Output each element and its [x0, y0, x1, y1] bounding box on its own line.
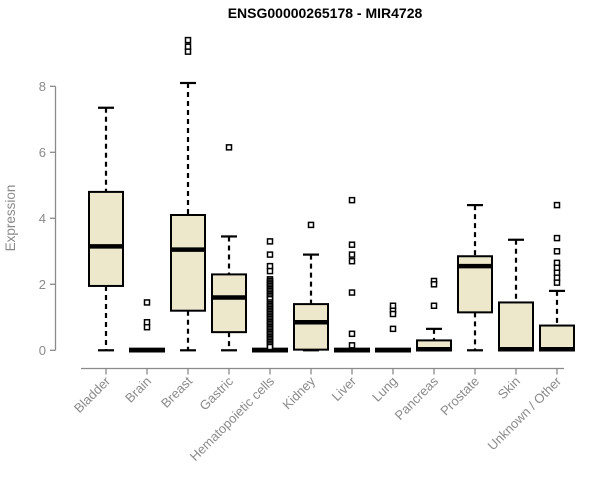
y-tick-label: 0 [39, 343, 46, 358]
y-axis-label: Expression [3, 185, 18, 252]
box-unknown-other [539, 324, 575, 352]
outlier-point-brain [143, 323, 151, 331]
y-tick-label: 2 [39, 277, 46, 292]
box-kidney [293, 303, 329, 351]
y-tick-label: 4 [39, 211, 46, 226]
x-tick-label-prostate: Prostate [437, 374, 482, 419]
box-breast [170, 214, 206, 312]
x-tick-label-kidney: Kidney [279, 373, 318, 412]
outlier-point-liver [348, 289, 356, 296]
outlier-point-hematopoietic-cells [266, 251, 274, 258]
outlier-point-unknown-other [553, 248, 561, 255]
outlier-point-hematopoietic-cells [266, 267, 274, 275]
outlier-point-breast [184, 48, 192, 55]
box-skin [498, 301, 534, 352]
x-tick-label-skin: Skin [495, 374, 523, 402]
outlier-point-liver [348, 257, 356, 265]
y-tick-label: 6 [39, 145, 46, 160]
x-tick-label-gastric: Gastric [196, 373, 236, 413]
outlier-point-kidney [307, 221, 315, 229]
outlier-point-brain [143, 299, 151, 306]
outlier-point-unknown-other [553, 279, 561, 286]
outlier-point-hematopoietic-cells [266, 238, 274, 245]
outlier-point-unknown-other [553, 234, 561, 242]
outlier-point-hematopoietic-cells [266, 343, 274, 351]
x-tick-label-liver: Liver [329, 373, 360, 404]
outlier-point-liver [348, 251, 356, 258]
x-tick-label-lung: Lung [369, 374, 400, 405]
x-tick-label-brain: Brain [122, 374, 154, 406]
outlier-point-pancreas [430, 281, 438, 288]
outlier-point-pancreas [430, 302, 438, 309]
box-bladder [88, 190, 124, 287]
outlier-point-breast [184, 36, 192, 44]
outlier-point-liver [348, 342, 356, 349]
x-tick-label-bladder: Bladder [71, 373, 114, 416]
x-tick-label-unknown-other: Unknown / Other [485, 373, 565, 453]
outlier-point-liver [348, 330, 356, 338]
outlier-point-liver [348, 241, 356, 248]
outlier-point-lung [389, 325, 397, 333]
x-tick-label-breast: Breast [158, 373, 195, 410]
outlier-point-lung [389, 310, 397, 318]
outlier-point-unknown-other [553, 201, 561, 209]
outlier-point-gastric [225, 144, 233, 151]
x-tick-label-pancreas: Pancreas [392, 373, 442, 423]
outlier-point-liver [348, 196, 356, 204]
y-tick-label: 8 [39, 79, 46, 94]
box-gastric [211, 273, 247, 334]
chart-title: ENSG00000265178 - MIR4728 [228, 5, 423, 21]
